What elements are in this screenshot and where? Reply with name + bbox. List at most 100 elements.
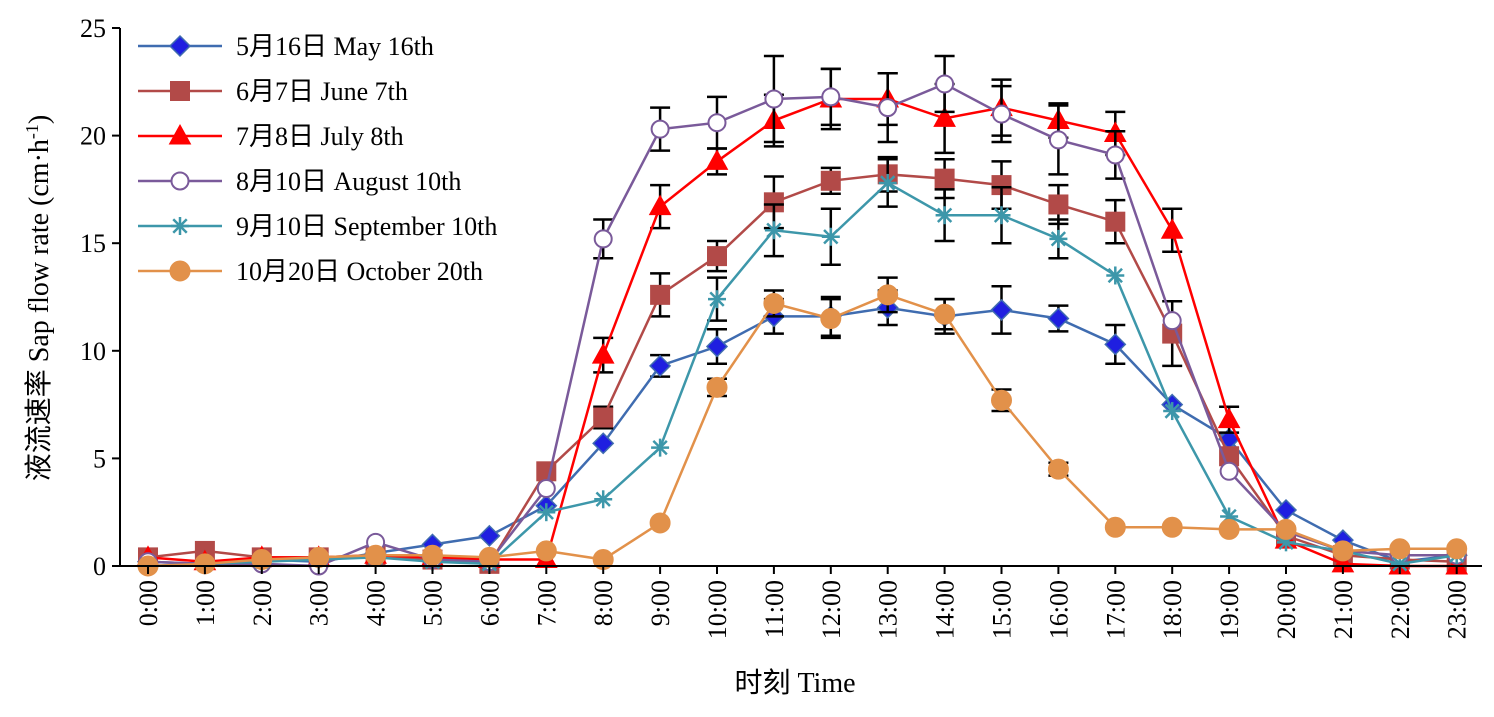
- legend-marker: [170, 81, 190, 101]
- data-point: [935, 74, 955, 94]
- y-axis-title-superscript: -1: [22, 124, 42, 139]
- data-point: [706, 376, 728, 398]
- legend-label: 8月10日 August 10th: [236, 167, 461, 196]
- data-point: [648, 194, 672, 216]
- x-tick-label: 17:00: [1101, 580, 1130, 639]
- data-point: [1104, 333, 1127, 356]
- star-stroke: [880, 175, 896, 191]
- x-tick-label: 8:00: [589, 580, 618, 626]
- x-tick-label: 16:00: [1044, 580, 1073, 639]
- data-point: [591, 343, 615, 364]
- star-stroke: [766, 222, 782, 238]
- x-tick-label: 3:00: [305, 580, 334, 626]
- x-tick-label: 9:00: [646, 580, 675, 626]
- y-axis-title-close: ): [24, 115, 55, 124]
- star-stroke: [709, 291, 725, 307]
- x-tick-label: 6:00: [475, 580, 504, 626]
- data-point: [933, 106, 956, 127]
- data-point: [1332, 540, 1354, 562]
- x-tick-label: 21:00: [1329, 580, 1358, 639]
- legend-label: 9月10日 September 10th: [236, 212, 497, 241]
- data-point: [592, 432, 615, 455]
- legend-entry: 7月8日 July 8th: [138, 122, 404, 151]
- data-point: [763, 292, 785, 314]
- star-stroke: [1050, 231, 1067, 247]
- legend-label: 10月20日 October 20th: [236, 257, 483, 286]
- data-point: [1160, 218, 1184, 239]
- star-stroke: [595, 491, 611, 507]
- series-1: [136, 284, 1468, 575]
- data-point: [536, 479, 556, 499]
- star-stroke: [1107, 267, 1123, 284]
- x-tick-label: 10:00: [703, 580, 732, 639]
- data-point: [422, 544, 443, 566]
- data-point: [650, 284, 671, 305]
- x-axis-title: 时刻 Time: [734, 667, 855, 699]
- legend-entry: 10月20日 October 20th: [138, 257, 483, 286]
- star-stroke: [936, 207, 953, 223]
- x-tick-label: 5:00: [419, 580, 448, 626]
- data-point: [707, 246, 727, 267]
- legend-marker: [169, 260, 191, 282]
- x-tick-label: 0:00: [134, 580, 163, 626]
- star-stroke: [172, 218, 188, 234]
- legend-entry: 8月10日 August 10th: [138, 167, 461, 196]
- series-line: [147, 82, 1457, 568]
- data-point: [764, 89, 784, 109]
- data-point: [1048, 194, 1069, 215]
- y-tick-label: 10: [80, 337, 106, 366]
- x-tick-label: 13:00: [874, 580, 903, 639]
- data-point: [821, 227, 840, 246]
- data-point: [934, 168, 955, 189]
- legend-marker: [168, 34, 192, 58]
- axes: 0 5 10 15 20 25 0:00 1:00 2:00 3:00 4:00 5:00 6:00 7:…: [80, 14, 1482, 639]
- data-point: [820, 170, 841, 191]
- legend-entry: 6月7日 June 7th: [138, 77, 408, 106]
- data-point: [705, 335, 729, 358]
- data-point: [535, 540, 557, 562]
- data-point: [877, 284, 899, 306]
- data-point: [650, 119, 670, 139]
- star-stroke: [538, 504, 554, 520]
- data-point: [1389, 538, 1411, 560]
- data-point: [1104, 516, 1126, 538]
- data-point: [478, 524, 501, 547]
- plot-area: [136, 54, 1469, 577]
- data-point: [537, 503, 556, 522]
- series-line: [147, 293, 1457, 568]
- data-point: [1047, 307, 1070, 330]
- data-point: [705, 149, 729, 170]
- star-stroke: [1164, 403, 1180, 419]
- x-tick-label: 11:00: [760, 580, 789, 638]
- legend-label: 6月7日 June 7th: [236, 77, 408, 106]
- data-point: [992, 104, 1011, 124]
- data-point: [878, 98, 898, 118]
- star-stroke: [993, 207, 1010, 223]
- data-point: [820, 308, 842, 330]
- y-tick-label: 25: [80, 14, 106, 43]
- star-stroke: [823, 229, 839, 245]
- data-point: [478, 546, 500, 568]
- data-point: [593, 229, 613, 249]
- data-point: [649, 354, 672, 377]
- data-point: [992, 206, 1011, 225]
- data-point: [878, 173, 897, 192]
- legend-entry: 5月16日 May 16th: [138, 32, 434, 61]
- data-point: [934, 303, 956, 325]
- data-point: [1217, 407, 1241, 429]
- x-tick-label: 19:00: [1215, 580, 1244, 639]
- data-point: [708, 290, 726, 309]
- x-tick-label: 18:00: [1158, 580, 1187, 639]
- x-tick-label: 4:00: [362, 580, 391, 626]
- data-point: [1049, 229, 1068, 248]
- data-point: [1446, 538, 1468, 560]
- y-axis-title: 液流速率 Sap flow rate (cm·h-1): [22, 115, 55, 481]
- data-point: [1106, 266, 1125, 285]
- data-point: [649, 512, 671, 534]
- data-point: [935, 206, 954, 225]
- star-stroke: [1392, 556, 1408, 572]
- legend-marker: [168, 123, 192, 145]
- series-6: [137, 276, 1468, 577]
- x-tick-label: 14:00: [931, 580, 960, 639]
- data-point: [991, 389, 1012, 411]
